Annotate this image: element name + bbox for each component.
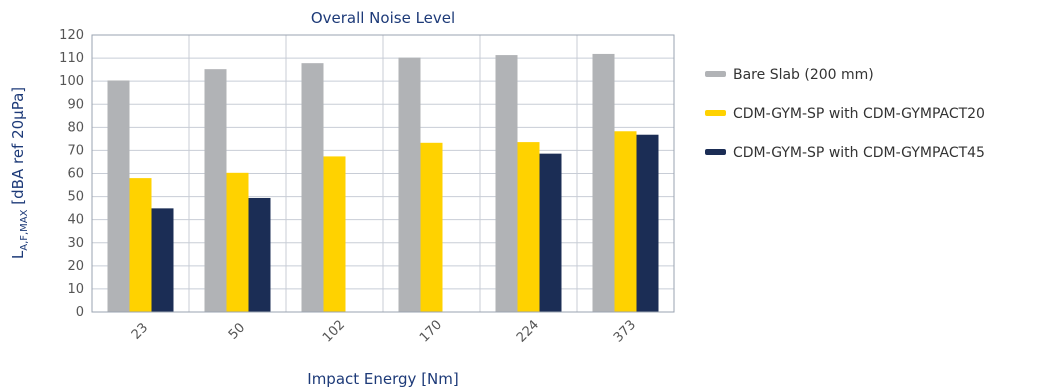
bar-1-102 [301, 63, 324, 312]
bar-1-224 [495, 55, 518, 313]
y-tick-label: 30 [67, 236, 84, 251]
y-axis-title-suffix: [dBA ref 20μPa] [9, 87, 27, 210]
x-tick-label: 170 [417, 317, 445, 345]
x-tick-label: 23 [129, 320, 151, 342]
y-tick-label: 60 [67, 167, 84, 182]
bar-2-23 [129, 178, 152, 312]
legend-swatch [705, 71, 726, 77]
legend-label: CDM-GYM-SP with CDM-GYMPACT45 [733, 145, 985, 161]
x-tick-label: 50 [226, 320, 248, 342]
y-tick-label: 80 [67, 120, 84, 135]
y-tick-label: 90 [67, 97, 84, 112]
plot-frame [91, 34, 675, 313]
bar-1-373 [592, 53, 615, 312]
y-tick-label: 0 [76, 305, 84, 320]
y-tick-label: 10 [67, 282, 84, 297]
x-axis-title: Impact Energy [Nm] [307, 370, 458, 388]
legend: Bare Slab (200 mm) CDM-GYM-SP with CDM-GY… [705, 67, 985, 161]
y-tick-label: 20 [67, 259, 84, 274]
y-axis-title-subscript: A,F,MAX [19, 209, 30, 250]
y-tick-label: 100 [59, 74, 84, 89]
legend-swatch [705, 110, 726, 116]
bar-2-373 [614, 131, 637, 312]
x-tick-labels: 23 50 102 170 224 373 [129, 317, 639, 345]
bar-3-373 [636, 134, 659, 312]
bar-3-50 [248, 197, 271, 312]
legend-label: Bare Slab (200 mm) [733, 67, 874, 83]
bar-3-23 [151, 208, 174, 312]
bar-1-170 [398, 57, 421, 312]
bar-1-23 [107, 80, 130, 312]
y-tick-label: 110 [59, 51, 84, 66]
bar-3-224 [539, 153, 562, 312]
y-axis-title: LA,F,MAX [dBA ref 20μPa] [9, 87, 30, 259]
y-axis-title-main: L [9, 250, 27, 259]
bar-2-224 [517, 142, 540, 312]
y-tick-label: 50 [67, 190, 84, 205]
x-tick-label: 102 [320, 317, 348, 345]
y-tick-label: 70 [67, 143, 84, 158]
bar-2-102 [323, 156, 346, 312]
legend-label: CDM-GYM-SP with CDM-GYMPACT20 [733, 106, 985, 122]
y-tick-label: 120 [59, 28, 84, 43]
bar-2-50 [226, 172, 249, 312]
grid-lines [92, 34, 674, 313]
chart-title: Overall Noise Level [311, 9, 455, 27]
y-tick-labels: 0 10 20 30 40 50 60 70 80 90 100 110 120 [59, 28, 84, 320]
y-tick-label: 40 [67, 213, 84, 228]
bars [107, 53, 659, 313]
bar-2-170 [420, 142, 443, 312]
x-tick-label: 224 [514, 317, 542, 345]
bar-1-50 [204, 69, 227, 312]
x-tick-label: 373 [611, 317, 639, 345]
legend-swatch [705, 149, 726, 155]
